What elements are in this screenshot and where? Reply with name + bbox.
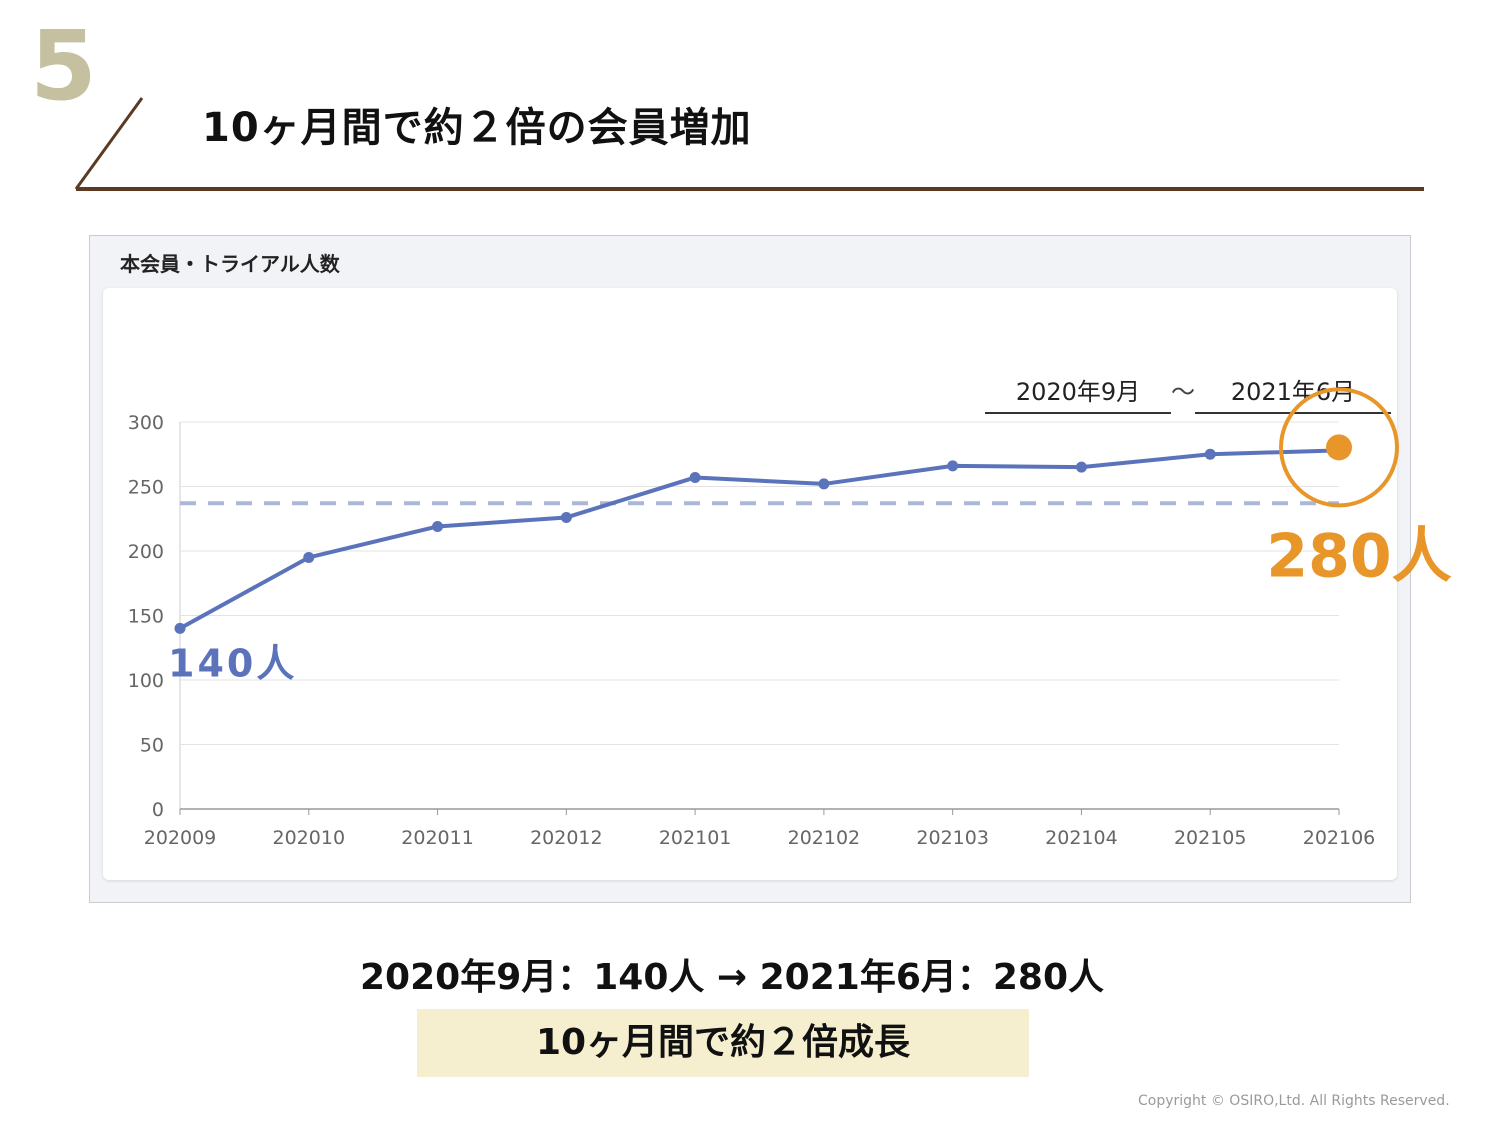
x-tick-label: 202101 [659,827,732,849]
y-tick-labels: 0 50 100 150 200 250 300 [128,412,164,821]
data-point [1075,461,1087,473]
highlight-box: 10ヶ月間で約２倍成長 [417,1009,1029,1077]
date-separator: ～ [1171,378,1195,406]
data-point [818,478,830,490]
data-points [174,448,1216,634]
slide-title: 10ヶ月間で約２倍の会員増加 [202,105,752,151]
highlight-text: 10ヶ月間で約２倍成長 [535,1022,911,1063]
x-tick-label: 202105 [1174,827,1247,849]
data-point [1204,448,1216,460]
data-point [303,551,315,563]
y-tick-label: 150 [128,606,164,628]
data-point [947,460,959,472]
end-annotation: 280人 [1266,521,1451,591]
data-point [560,511,572,523]
summary-line: 2020年9月：140人 → 2021年6月：280人 [360,957,1105,998]
data-point [432,520,444,532]
date-from-field[interactable]: 2020年9月 [985,374,1171,414]
y-tick-label: 50 [140,735,164,757]
data-point [174,622,186,634]
chart-panel: 本会員・トライアル人数 2020年9月 ～ 2021年6月 [89,235,1411,903]
slide-number: 5 [30,10,97,122]
x-tick-label: 202102 [788,827,861,849]
series-line [179,448,1340,631]
x-tick-label: 202103 [916,827,989,849]
end-highlight-dot [1326,434,1352,461]
panel-title: 本会員・トライアル人数 [120,252,340,276]
x-tick-label: 202012 [530,827,603,849]
x-tick-label: 202011 [401,827,474,849]
data-point [689,471,701,483]
x-tick-label: 202010 [273,827,346,849]
y-tick-label: 100 [128,670,164,692]
x-tick-label: 202106 [1303,827,1376,849]
copyright: Copyright © OSIRO,Ltd. All Rights Reserv… [1138,1093,1450,1109]
x-tick-label: 202104 [1045,827,1118,849]
start-annotation: 140人 [168,641,297,685]
end-highlight-ring [1279,387,1399,508]
chart-card: 2020年9月 ～ 2021年6月 [103,288,1397,880]
header-diagonal-line [74,97,144,190]
y-tick-label: 0 [152,799,164,821]
grid-layer [179,421,1340,815]
x-tick-label: 202009 [144,827,217,849]
y-tick-label: 300 [128,412,164,434]
y-tick-label: 250 [128,477,164,499]
y-tick-label: 200 [128,541,164,563]
header-decoration [74,97,1424,191]
x-tick-labels: 202009 202010 202011 202012 202101 202102 2021… [144,827,1376,849]
